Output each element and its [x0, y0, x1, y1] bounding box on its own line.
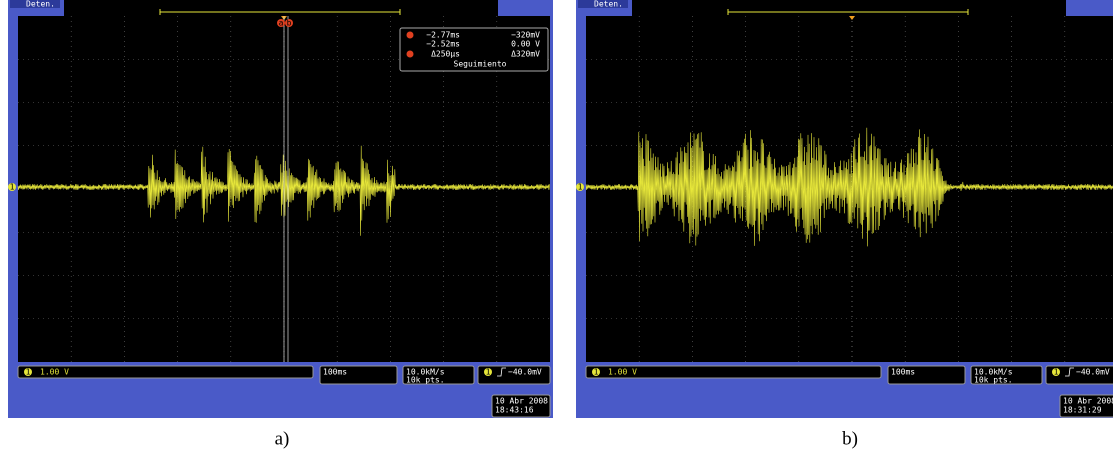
- readout-value: −320mV: [511, 31, 540, 40]
- date: 10 Abr 2008: [495, 397, 548, 406]
- trigger-level: −40.0mV: [508, 368, 542, 377]
- cursor-tag-label: a: [279, 19, 284, 28]
- trigger-channel-label: 1: [1054, 368, 1059, 377]
- status: Deten.: [594, 0, 623, 9]
- caption: a): [275, 428, 290, 449]
- time: 18:31:29: [1063, 406, 1102, 415]
- record-length: 10k pts.: [406, 376, 445, 385]
- record-bar: [64, 0, 498, 16]
- readout-value: 0.00 V: [511, 40, 540, 49]
- channel-icon-label: 1: [594, 368, 599, 377]
- record-bar: [632, 0, 1066, 16]
- readout-a-icon: [407, 32, 414, 39]
- channel-icon-label: 1: [26, 368, 31, 377]
- channel-marker-label: 1: [10, 183, 15, 192]
- readout-value: Seguimiento: [454, 60, 507, 69]
- time: 18:43:16: [495, 406, 534, 415]
- cursor-tag-label: b: [287, 19, 292, 28]
- trigger-level: −40.0mV: [1076, 368, 1110, 377]
- timebase: 100ms: [891, 368, 915, 377]
- readout-b-icon: [407, 51, 414, 58]
- date: 10 Abr 2008: [1063, 397, 1113, 406]
- caption: b): [842, 428, 858, 449]
- readout-value: −2.52ms: [426, 40, 460, 49]
- figure: Deten. 1 ab −2.77ms −320mV −2.52ms 0.00 V Δ250µ…: [0, 0, 1113, 455]
- channel-scale: 1.00 V: [608, 368, 637, 377]
- channel-scale: 1.00 V: [40, 368, 69, 377]
- timebase: 100ms: [323, 368, 347, 377]
- readout-value: Δ250µs: [431, 50, 460, 59]
- trigger-channel-label: 1: [486, 368, 491, 377]
- channel-marker-label: 1: [578, 183, 583, 192]
- readout-value: Δ320mV: [511, 50, 540, 59]
- record-length: 10k pts.: [974, 376, 1013, 385]
- readout-value: −2.77ms: [426, 31, 460, 40]
- page: Deten. 1 ab −2.77ms −320mV −2.52ms 0.00 V Δ250µ…: [0, 0, 1113, 455]
- status: Deten.: [26, 0, 55, 9]
